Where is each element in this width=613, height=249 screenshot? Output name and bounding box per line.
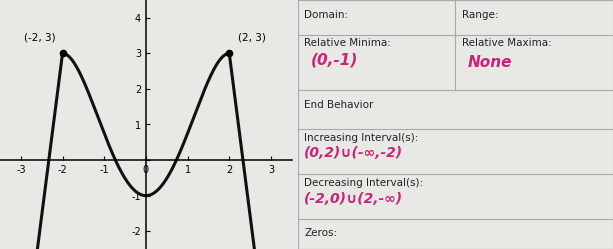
Text: (-2,0)∪(2,-∞): (-2,0)∪(2,-∞) [304, 192, 403, 206]
Text: Domain:: Domain: [304, 10, 348, 20]
Text: (0,-1): (0,-1) [310, 52, 358, 67]
Text: Relative Minima:: Relative Minima: [304, 38, 391, 48]
Text: Zeros:: Zeros: [304, 228, 337, 238]
Text: Range:: Range: [462, 10, 498, 20]
Text: Increasing Interval(s):: Increasing Interval(s): [304, 133, 419, 143]
Text: Relative Maxima:: Relative Maxima: [462, 38, 552, 48]
Text: End Behavior: End Behavior [304, 100, 373, 110]
Text: Decreasing Interval(s):: Decreasing Interval(s): [304, 178, 424, 188]
Text: (2, 3): (2, 3) [238, 33, 265, 43]
Text: (0,2)∪(-∞,-2): (0,2)∪(-∞,-2) [304, 146, 403, 160]
Text: None: None [468, 55, 512, 70]
Text: (-2, 3): (-2, 3) [24, 33, 55, 43]
